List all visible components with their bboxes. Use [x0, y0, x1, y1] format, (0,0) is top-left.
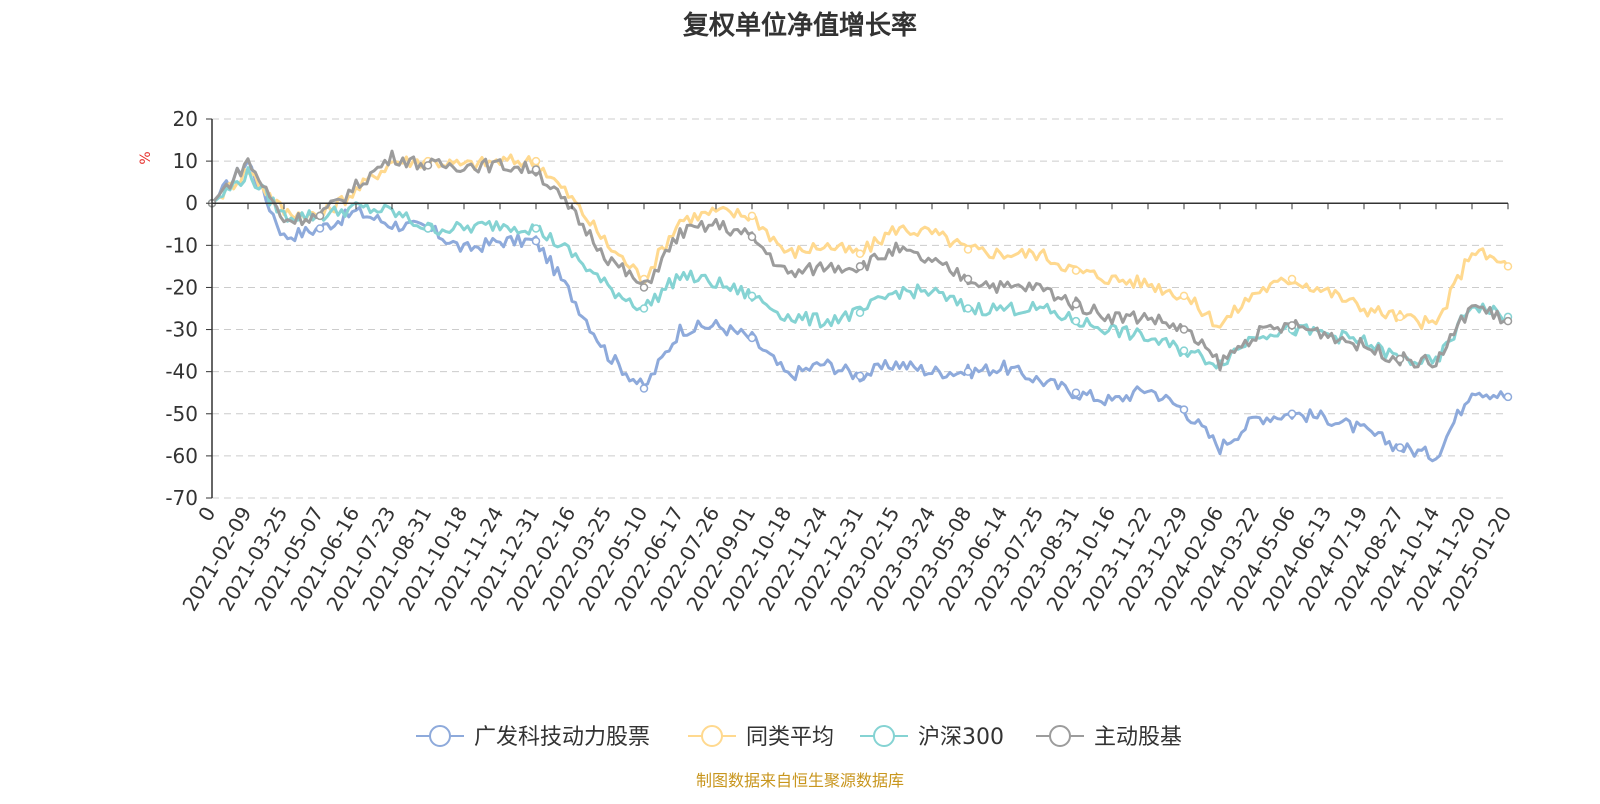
series-point-1	[963, 245, 973, 254]
x-tick-label: 0	[193, 503, 220, 526]
y-tick-label: -30	[165, 318, 198, 342]
legend-label-2: 沪深300	[918, 725, 1004, 750]
series-point-0	[963, 367, 973, 376]
legend-label-0: 广发科技动力股票	[474, 725, 650, 750]
series-point-1	[1287, 274, 1297, 284]
series-point-2	[963, 304, 973, 313]
series-point-1	[1503, 262, 1513, 271]
series-point-3	[1503, 316, 1513, 326]
series-point-3	[855, 262, 865, 271]
series-point-3	[1287, 321, 1297, 330]
footer-source: 制图数据来自恒生聚源数据库	[696, 771, 904, 790]
series-point-0	[1287, 409, 1297, 419]
series-point-2	[1071, 316, 1081, 326]
y-tick-label: 10	[173, 149, 198, 173]
series-point-3	[1179, 325, 1189, 334]
series-line-1	[210, 153, 1510, 330]
legend: 广发科技动力股票 同类平均 沪深300 主动股基	[416, 725, 1182, 750]
series-layer	[207, 149, 1513, 463]
series-point-2	[1179, 346, 1189, 355]
series-point-3	[1071, 300, 1081, 309]
y-tick-label: -40	[165, 360, 198, 384]
y-tick-label: 20	[173, 107, 198, 131]
series-point-3	[1395, 354, 1405, 364]
series-point-1	[1071, 266, 1081, 275]
legend-label-3: 主动股基	[1094, 725, 1182, 750]
series-point-3	[531, 165, 541, 174]
legend-marker-1	[701, 725, 723, 747]
legend-marker-3	[1049, 725, 1071, 747]
series-line-3	[210, 149, 1509, 372]
series-point-3	[639, 283, 649, 292]
chart-title: 复权单位净值增长率	[683, 10, 917, 41]
legend-marker-0	[429, 725, 451, 747]
series-point-2	[747, 291, 757, 301]
series-point-2	[639, 304, 649, 313]
series-point-3	[747, 232, 757, 242]
y-tick-label: 0	[185, 191, 198, 215]
series-point-0	[315, 224, 325, 233]
y-tick-label: -70	[165, 486, 198, 510]
series-point-3	[315, 211, 325, 221]
series-point-0	[531, 236, 541, 246]
series-point-2	[423, 224, 433, 233]
y-tick-label: -10	[165, 233, 198, 257]
series-point-1	[1395, 312, 1405, 322]
series-point-0	[639, 384, 649, 393]
series-point-0	[747, 333, 757, 343]
series-point-3	[423, 161, 433, 170]
y-tick-label: -20	[165, 275, 198, 299]
series-point-0	[855, 371, 865, 381]
series-point-1	[855, 249, 865, 259]
legend-marker-2	[873, 725, 895, 747]
y-tick-label: -60	[165, 444, 198, 468]
series-point-0	[1071, 388, 1081, 397]
series-point-0	[1395, 443, 1405, 452]
legend-label-1: 同类平均	[746, 725, 834, 750]
y-axis-label: %	[138, 151, 154, 164]
series-point-2	[855, 308, 865, 317]
series-point-1	[531, 156, 541, 166]
series-point-3	[963, 274, 973, 284]
series-point-1	[1179, 291, 1189, 301]
series-point-1	[747, 211, 757, 221]
series-point-0	[1503, 392, 1513, 402]
series-point-2	[531, 224, 541, 233]
y-tick-label: -50	[165, 402, 198, 426]
series-point-0	[1179, 405, 1189, 414]
